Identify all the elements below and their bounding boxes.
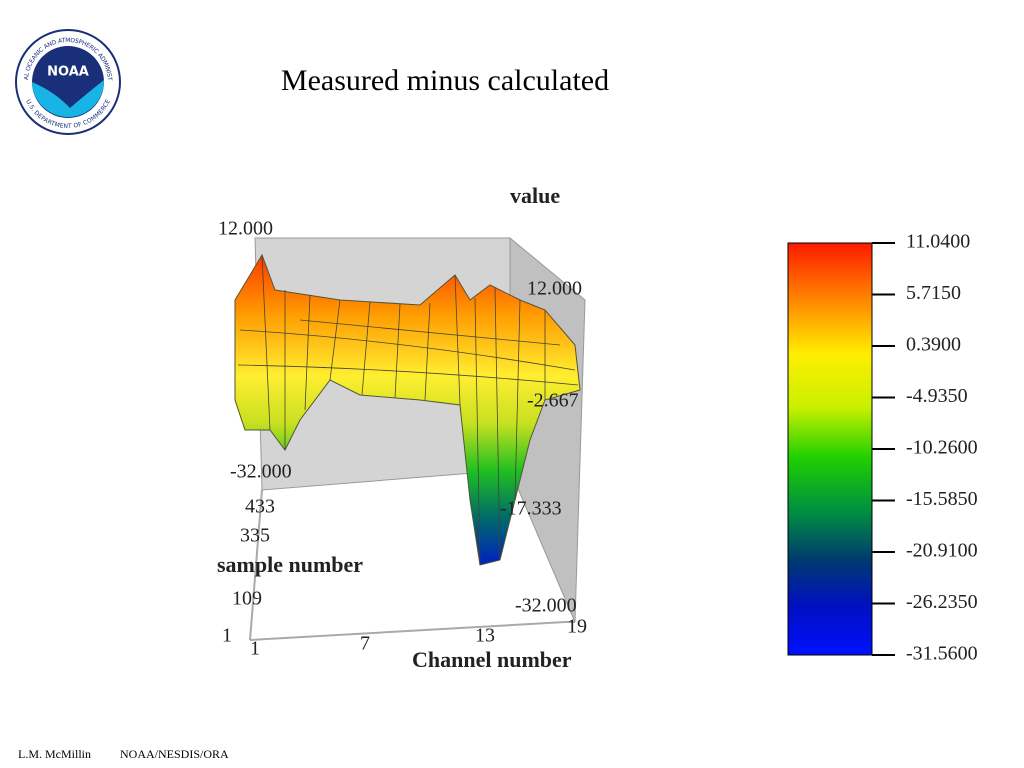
colorbar-tick-label: 11.0400 <box>906 231 970 253</box>
colorbar-tick-label: -4.9350 <box>906 385 968 407</box>
y-ticks: 335 <box>240 525 270 547</box>
x-ticks: 19 <box>567 616 587 638</box>
surface-mesh <box>237 254 579 566</box>
z-ticks-left: 12.000 <box>218 218 273 240</box>
colorbar-tick-label: -20.9100 <box>906 540 978 562</box>
z-ticks-right: -32.000 <box>515 595 577 617</box>
colorbar-tick-label: -26.2350 <box>906 591 978 613</box>
colorbar <box>787 242 873 656</box>
footer-author: L.M. McMillin <box>18 747 91 761</box>
x-ticks: 7 <box>360 633 370 655</box>
logo: NOAA NATIONAL OCEANIC AND ATMOSPHERIC AD… <box>0 0 121 135</box>
footer-org: NOAA/NESDIS/ORA <box>120 747 229 761</box>
colorbar-tick-label: 5.7150 <box>906 282 961 304</box>
z-ticks-right: -17.333 <box>500 498 562 520</box>
colorbar-tick-label: 0.3900 <box>906 334 961 356</box>
colorbar-tick-label: -31.5600 <box>906 643 978 665</box>
logo-emblem: NOAA <box>47 65 89 80</box>
z-ticks-right: -2.667 <box>527 390 579 412</box>
z-ticks-right: 12.000 <box>527 278 582 300</box>
x-ticks: 13 <box>475 625 495 647</box>
surface <box>234 253 581 566</box>
colorbar-ticks: 11.0400 5.7150 0.3900 -4.9350 -10.2600 -15.58… <box>872 231 978 665</box>
floor-edge <box>249 621 575 641</box>
plot: value <box>510 183 560 208</box>
y-ticks: 1 <box>222 625 232 647</box>
slide-title: Measured minus calculated <box>281 64 609 97</box>
plot: sample number <box>217 552 363 577</box>
floor-edge <box>249 489 263 641</box>
x-ticks: 1 <box>250 638 260 660</box>
y-ticks: 109 <box>232 588 262 610</box>
z-ticks-left: -32.000 <box>230 461 292 483</box>
plot: Channel number <box>412 647 572 672</box>
y-ticks: 433 <box>245 496 275 518</box>
colorbar-tick-label: -10.2600 <box>906 437 978 459</box>
colorbar-tick-label: -15.5850 <box>906 488 978 510</box>
surface-plot <box>215 185 605 680</box>
